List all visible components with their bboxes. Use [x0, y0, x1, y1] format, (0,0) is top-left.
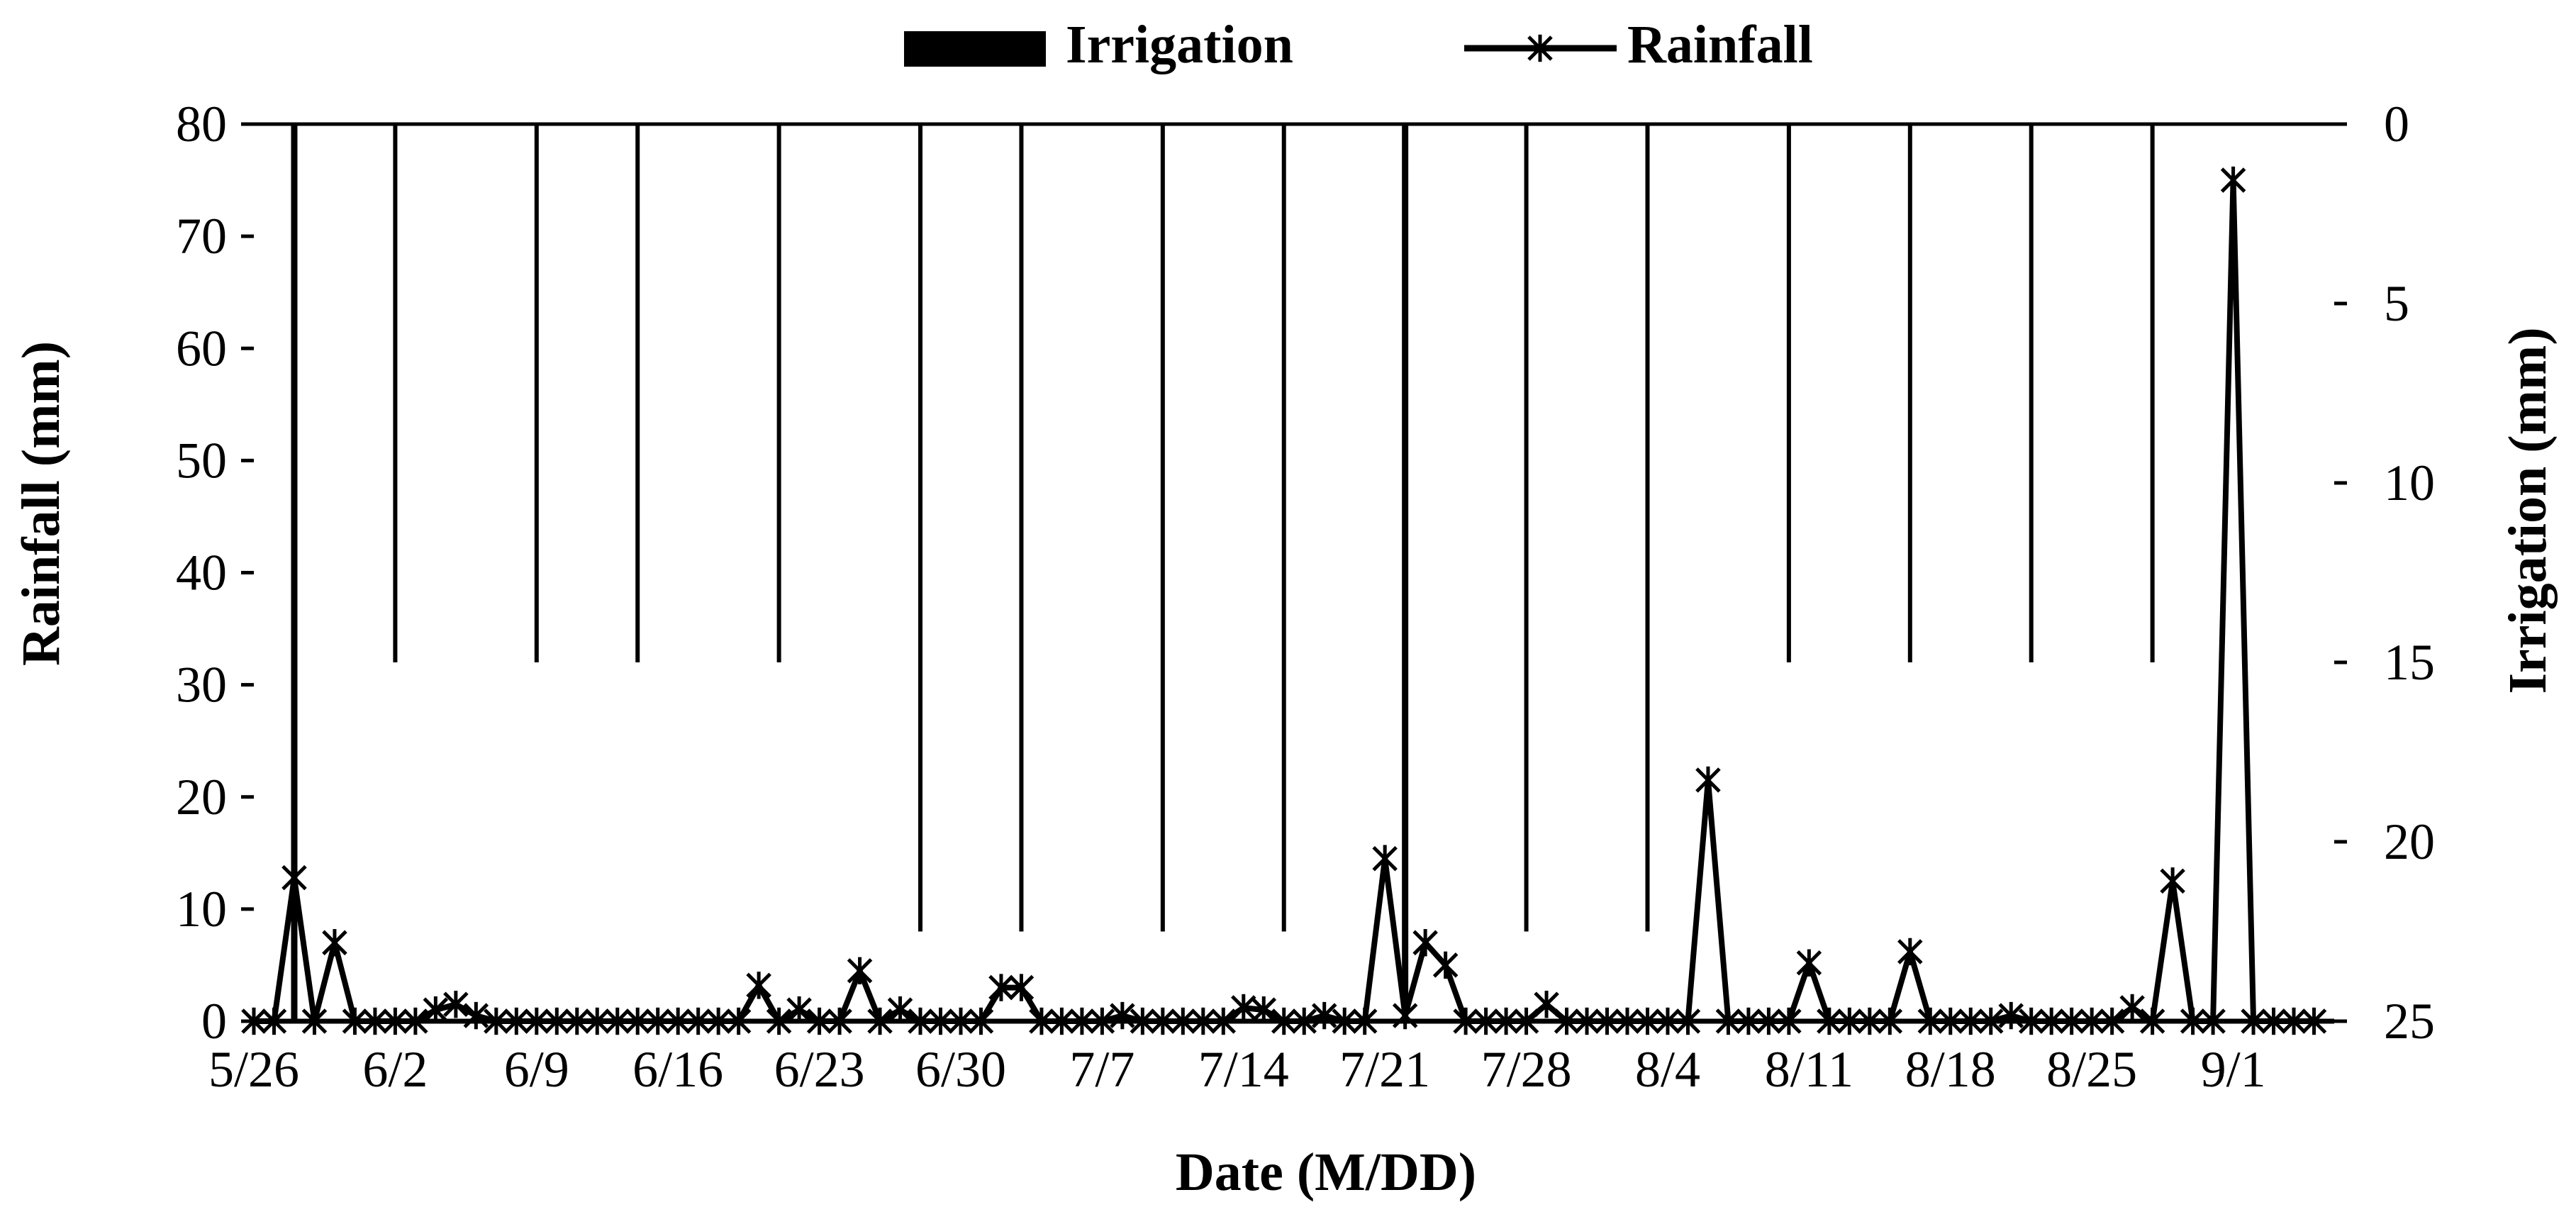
- x-tick-label: 6/23: [774, 1041, 865, 1098]
- rainfall-point: [281, 864, 307, 891]
- legend-rainfall-star: [1527, 34, 1553, 62]
- y-left-tick-label: 50: [176, 432, 227, 489]
- rainfall-point: [1796, 949, 1822, 977]
- y-left-tick-label: 60: [176, 320, 227, 377]
- irrigation-bar: [1524, 124, 1529, 932]
- y-right-tick-label: 15: [2384, 634, 2435, 691]
- irrigation-bar: [1645, 124, 1650, 932]
- x-tick-label: 8/11: [1765, 1041, 1853, 1098]
- x-axis-ticks: 5/26 6/2 6/9 6/16 6/23 6/30 7/7 7/14 7/21 7/28 8/4…: [208, 1041, 2266, 1098]
- x-tick-label: 7/28: [1481, 1041, 1572, 1098]
- x-tick-label: 7/7: [1069, 1041, 1134, 1098]
- irrigation-bar: [1907, 124, 1912, 662]
- irrigation-bars: [291, 124, 2155, 1021]
- legend-rainfall-label: Rainfall: [1627, 15, 1813, 74]
- y-axis-left-title: Rainfall (mm): [11, 341, 71, 666]
- rainfall-point: [322, 929, 347, 957]
- irrigation-bar: [291, 124, 298, 1021]
- y-axis-left-ticks: 0 10 20 30 40 50 60 70 80: [176, 96, 254, 1050]
- irrigation-bar: [2029, 124, 2034, 662]
- y-left-tick-label: 70: [176, 208, 227, 265]
- x-tick-label: 6/2: [362, 1041, 428, 1098]
- irrigation-bar: [776, 124, 781, 662]
- rainfall-point: [988, 974, 1014, 1001]
- irrigation-bar: [2150, 124, 2155, 662]
- y-left-tick-label: 30: [176, 657, 227, 713]
- y-left-tick-label: 40: [176, 545, 227, 601]
- x-axis-title: Date (M/DD): [1176, 1142, 1476, 1202]
- x-tick-label: 6/16: [632, 1041, 723, 1098]
- irrigation-bar: [1019, 124, 1024, 932]
- irrigation-bar: [1786, 124, 1791, 662]
- rainfall-point: [1534, 991, 1559, 1018]
- x-tick-label: 7/21: [1339, 1041, 1430, 1098]
- legend-irrigation-swatch: [904, 31, 1046, 67]
- irrigation-bar: [1402, 124, 1409, 1021]
- rainfall-point: [1008, 974, 1035, 1001]
- y-right-tick-label: 5: [2384, 275, 2409, 332]
- rainfall-point: [1695, 766, 1721, 794]
- rainfall-point: [1897, 938, 1923, 966]
- irrigation-bar: [1160, 124, 1165, 932]
- legend: Irrigation Rainfall: [904, 15, 1813, 74]
- rainfall-point: [1412, 929, 1438, 957]
- y-left-tick-label: 10: [176, 881, 227, 938]
- x-tick-label: 7/14: [1198, 1041, 1289, 1098]
- y-right-tick-label: 0: [2384, 96, 2409, 152]
- x-tick-label: 5/26: [208, 1041, 299, 1098]
- y-axis-right-ticks: 0 5 10 15 20 25: [2334, 96, 2435, 1050]
- x-tick-label: 6/9: [504, 1041, 569, 1098]
- x-tick-label: 8/25: [2046, 1041, 2137, 1098]
- rainfall-point: [847, 957, 873, 985]
- x-tick-label: 9/1: [2201, 1041, 2266, 1098]
- rainfall-point: [2119, 994, 2145, 1022]
- rainfall-point: [1372, 845, 1398, 872]
- rainfall-point: [2220, 166, 2246, 194]
- rainfall-point: [1432, 951, 1459, 979]
- rainfall-point: [1231, 994, 1256, 1022]
- y-axis-right-title: Irrigation (mm): [2498, 327, 2558, 694]
- y-right-tick-label: 10: [2384, 455, 2435, 511]
- irrigation-bar: [534, 124, 539, 662]
- rainfall-point: [443, 991, 469, 1018]
- legend-irrigation-label: Irrigation: [1066, 15, 1293, 74]
- rainfall-point: [2160, 867, 2185, 895]
- y-left-tick-label: 80: [176, 96, 227, 152]
- x-tick-label: 8/4: [1635, 1041, 1700, 1098]
- x-tick-label: 6/30: [915, 1041, 1006, 1098]
- legend-rainfall-marker: [1527, 34, 1553, 62]
- y-right-tick-label: 20: [2384, 813, 2435, 870]
- rainfall-point: [746, 972, 771, 999]
- x-tick-label: 8/18: [1905, 1041, 1996, 1098]
- irrigation-bar: [1281, 124, 1286, 932]
- irrigation-bar: [393, 124, 398, 662]
- y-right-tick-label: 25: [2384, 993, 2435, 1050]
- irrigation-bar: [918, 124, 923, 932]
- y-left-tick-label: 0: [201, 993, 227, 1050]
- irrigation-bar: [635, 124, 640, 662]
- y-left-tick-label: 20: [176, 769, 227, 825]
